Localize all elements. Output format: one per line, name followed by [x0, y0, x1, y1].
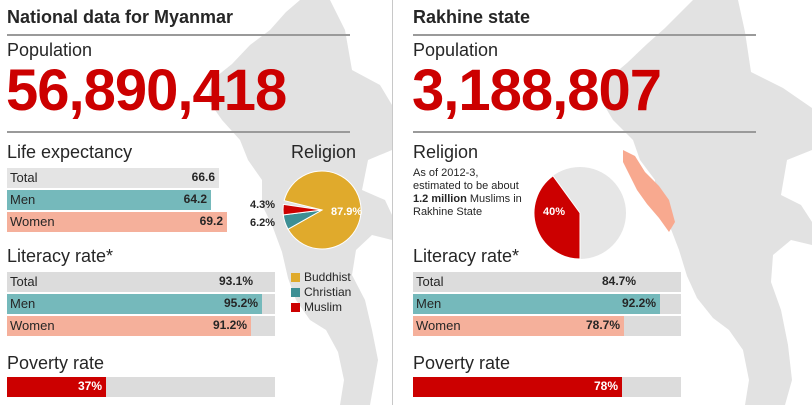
- bar-value-label: 69.2: [199, 214, 223, 228]
- legend-muslim: Muslim: [291, 300, 342, 314]
- bar-value-label: 92.2%: [621, 296, 656, 310]
- bar-row-men: Men 92.2%: [413, 294, 681, 314]
- life-expectancy-title: Life expectancy: [7, 142, 133, 162]
- bar-men: [413, 294, 660, 314]
- national-panel: National data for Myanmar Population 56,…: [0, 0, 392, 405]
- poverty-title: Poverty rate: [413, 353, 511, 373]
- bar-women: [413, 316, 624, 336]
- note-text: Muslims in Rakhine State: [413, 193, 522, 218]
- bar-row-men: Men 64.2: [7, 190, 227, 210]
- bar-value-label: 91.2%: [212, 318, 247, 332]
- bar-value-label: 66.6: [191, 170, 215, 184]
- legend-christian: Christian: [291, 285, 351, 299]
- literacy-title: Literacy rate*: [413, 246, 520, 266]
- bar-value-label: 93.1%: [218, 274, 253, 288]
- bar-label: Women: [10, 318, 55, 333]
- bar-value-label: 84.7%: [601, 274, 636, 288]
- bar-men: [7, 190, 211, 210]
- poverty-row: 78%: [413, 377, 681, 397]
- rakhine-religion-pie: [533, 167, 626, 260]
- population-label: Population: [413, 40, 499, 60]
- muslim-swatch: [291, 303, 300, 312]
- religion-title: Religion: [413, 142, 479, 162]
- note-text: As of 2012-3, estimated to be about: [413, 167, 519, 192]
- christian-swatch: [291, 288, 300, 297]
- bar-label: Total: [416, 274, 444, 289]
- rakhine-state-highlight: [623, 150, 675, 232]
- bar-row-total: Total 93.1%: [7, 272, 275, 292]
- buddhist-swatch: [291, 273, 300, 282]
- slice-label-muslim: 4.3%: [250, 199, 276, 211]
- bar-total: [7, 168, 219, 188]
- panel-divider: [392, 0, 393, 405]
- religion-title: Religion: [291, 142, 357, 162]
- bar-row-women: Women 78.7%: [413, 316, 681, 336]
- pie-slice-buddhist: [283, 170, 362, 250]
- religion-note: As of 2012-3, estimated to be about 1.2 …: [413, 167, 525, 219]
- bar-poverty: [413, 377, 622, 397]
- bar-label: Women: [416, 318, 461, 333]
- legend-label: Christian: [304, 285, 352, 299]
- bar-value-label: 37%: [77, 379, 102, 393]
- bar-label: Men: [10, 192, 36, 207]
- panel-heading: Rakhine state: [413, 7, 531, 27]
- population-value: 56,890,418: [6, 58, 287, 123]
- population-rule: [7, 131, 350, 133]
- bar-women: [7, 212, 227, 232]
- bar-label: Total: [10, 274, 38, 289]
- legend-label: Muslim: [304, 300, 342, 314]
- panel-heading: National data for Myanmar: [7, 7, 234, 27]
- bar-men: [7, 294, 262, 314]
- literacy-title: Literacy rate*: [7, 246, 114, 266]
- legend-buddhist: Buddhist: [291, 270, 351, 284]
- rakhine-panel: Rakhine state Population 3,188,807 Relig…: [393, 0, 812, 405]
- heading-rule: [7, 34, 350, 36]
- myanmar-map-silhouette: [601, 0, 812, 405]
- bar-row-men: Men 95.2%: [7, 294, 275, 314]
- bar-women: [7, 316, 251, 336]
- bar-total: [7, 272, 257, 292]
- bar-row-total: Total 84.7%: [413, 272, 681, 292]
- population-rule: [413, 131, 756, 133]
- bar-value-label: 78%: [593, 379, 618, 393]
- slice-label-muslim: 40%: [543, 206, 566, 218]
- population-label: Population: [7, 40, 93, 60]
- bar-row-total: Total 66.6: [7, 168, 227, 188]
- bar-value-label: 95.2%: [223, 296, 258, 310]
- heading-rule: [413, 34, 756, 36]
- bar-label: Men: [10, 296, 36, 311]
- bar-value-label: 64.2: [183, 192, 207, 206]
- pie-slice-muslim: [533, 175, 581, 260]
- slice-label-buddhist: 87.9%: [331, 206, 363, 218]
- bar-label: Men: [416, 296, 442, 311]
- population-value: 3,188,807: [412, 58, 662, 123]
- poverty-row: 37%: [7, 377, 275, 397]
- bar-label: Total: [10, 170, 38, 185]
- bar-row-women: Women 91.2%: [7, 316, 275, 336]
- bar-value-label: 78.7%: [585, 318, 620, 332]
- pie-slice-muslim: [282, 203, 323, 216]
- bar-label: Women: [10, 214, 55, 229]
- slice-label-christian: 6.2%: [250, 217, 276, 229]
- note-bold: 1.2 million: [413, 193, 467, 205]
- national-religion-pie: [282, 170, 362, 250]
- bar-poverty: [7, 377, 106, 397]
- bar-row-women: Women 69.2: [7, 212, 227, 232]
- legend-label: Buddhist: [304, 270, 351, 284]
- bar-total: [413, 272, 640, 292]
- poverty-title: Poverty rate: [7, 353, 105, 373]
